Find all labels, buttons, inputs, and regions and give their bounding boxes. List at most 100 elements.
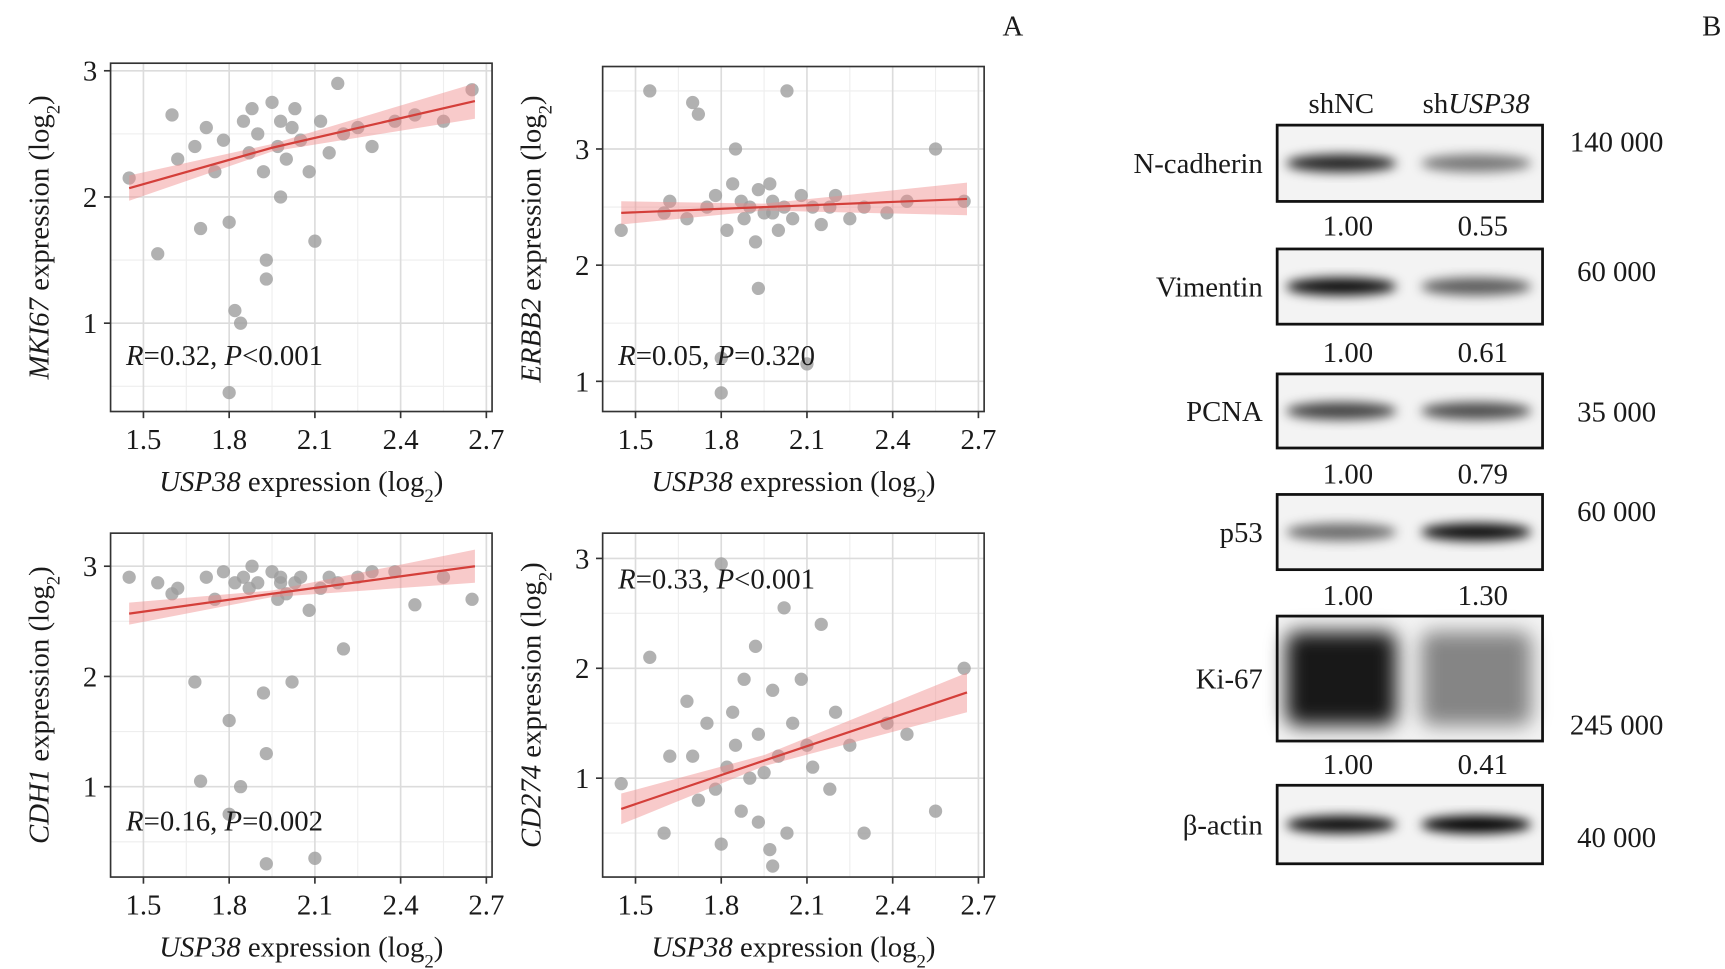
plot-bg [602, 533, 985, 878]
label-close: ) [926, 932, 936, 964]
annotation: R=0.32, P<0.001 [125, 340, 323, 372]
label-sub: 2 [916, 951, 925, 969]
plot-frame [109, 532, 493, 878]
label-sub: 2 [535, 572, 556, 581]
point [720, 223, 734, 237]
blot-frame [1275, 783, 1544, 866]
point [748, 639, 763, 653]
annotation-symbol: R [125, 340, 144, 372]
point [708, 782, 723, 796]
point [245, 102, 259, 116]
blot-row: N-cadherin 140 000 1.00 0.55 [1133, 123, 1663, 243]
point [806, 760, 820, 774]
point [928, 142, 943, 156]
point [256, 686, 271, 700]
point [302, 603, 316, 617]
point [171, 581, 185, 595]
blot-frame [1275, 493, 1544, 572]
label-sub: 2 [535, 105, 556, 114]
point [766, 859, 780, 873]
y-tick-label: 1 [575, 366, 589, 398]
label-gene: USP38 [159, 932, 241, 964]
point [786, 716, 800, 730]
blot-frame [1275, 372, 1544, 450]
x-axis-label: USP38 expression (log2) [159, 932, 443, 969]
y-tick-label: 3 [575, 134, 589, 166]
point [193, 774, 208, 788]
annotation: R=0.05, P=0.320 [617, 340, 815, 372]
annotation-text: =0.33, [636, 563, 717, 595]
point [288, 102, 302, 116]
molecular-weight: 40 000 [1577, 822, 1656, 854]
point [726, 177, 740, 191]
point [857, 826, 871, 840]
point [193, 221, 208, 236]
lane-prefix: sh [1423, 88, 1449, 120]
y-axis-label: ERBB2 expression (log2) [516, 95, 557, 383]
x-tick-label: 2.4 [383, 890, 419, 922]
point [313, 114, 328, 128]
label-sub: 2 [424, 951, 433, 969]
plot-frame [601, 532, 985, 878]
x-tick-label: 2.4 [383, 424, 419, 456]
protein-label: PCNA [1186, 396, 1263, 428]
x-tick-label: 1.5 [618, 890, 654, 922]
fit-line [128, 99, 476, 190]
y-tick-label: 2 [575, 653, 589, 685]
annotation-symbol: P [716, 340, 735, 372]
point [714, 386, 728, 400]
x-tick-label: 2.4 [875, 890, 911, 922]
fit-line [128, 565, 476, 615]
point [691, 793, 706, 807]
point [273, 114, 288, 128]
point [251, 576, 265, 590]
point [351, 570, 365, 584]
label-close: ) [24, 566, 56, 576]
x-tick-label: 2.1 [789, 424, 825, 456]
point [165, 108, 179, 122]
point [737, 672, 751, 686]
scatter-panel: 1.5 1.8 2.1 2.4 2.7 1 2 3 R=0.16, P=0.002 USP38 e… [24, 532, 504, 969]
point [222, 713, 236, 728]
point [365, 139, 379, 154]
label-close: ) [516, 95, 548, 105]
point [814, 217, 828, 232]
point [766, 194, 780, 208]
point [843, 212, 857, 226]
label-sub: 2 [43, 576, 64, 585]
label-gene: USP38 [651, 932, 733, 964]
point [780, 84, 794, 98]
y-tick-label: 1 [83, 308, 97, 340]
x-tick-label: 2.1 [297, 424, 333, 456]
protein-label: Ki-67 [1196, 664, 1263, 696]
point [308, 234, 322, 248]
label-gene: MKI67 [24, 296, 56, 380]
point [245, 559, 259, 573]
point [259, 272, 273, 286]
point [737, 212, 751, 226]
confidence-band [621, 182, 967, 225]
point [766, 206, 780, 220]
point [436, 114, 451, 128]
x-tick-label: 1.5 [618, 424, 654, 456]
protein-label: p53 [1220, 517, 1263, 549]
label-sub: 2 [43, 105, 64, 114]
point [880, 206, 894, 220]
molecular-weight: 60 000 [1577, 496, 1656, 528]
point [273, 576, 288, 590]
x-tick-label: 1.8 [211, 890, 247, 922]
label-gene: USP38 [651, 466, 733, 498]
confidence-band [129, 83, 475, 201]
point [465, 592, 479, 606]
molecular-weight: 60 000 [1577, 256, 1656, 288]
band [1420, 277, 1532, 296]
lane-label: shNC [1309, 88, 1375, 120]
point [928, 804, 943, 818]
label-sub: 2 [916, 486, 925, 507]
annotation-text: <0.001 [734, 563, 815, 595]
point [763, 177, 777, 191]
label-gene: CD274 [516, 765, 548, 848]
annotation-symbol: R [617, 340, 636, 372]
